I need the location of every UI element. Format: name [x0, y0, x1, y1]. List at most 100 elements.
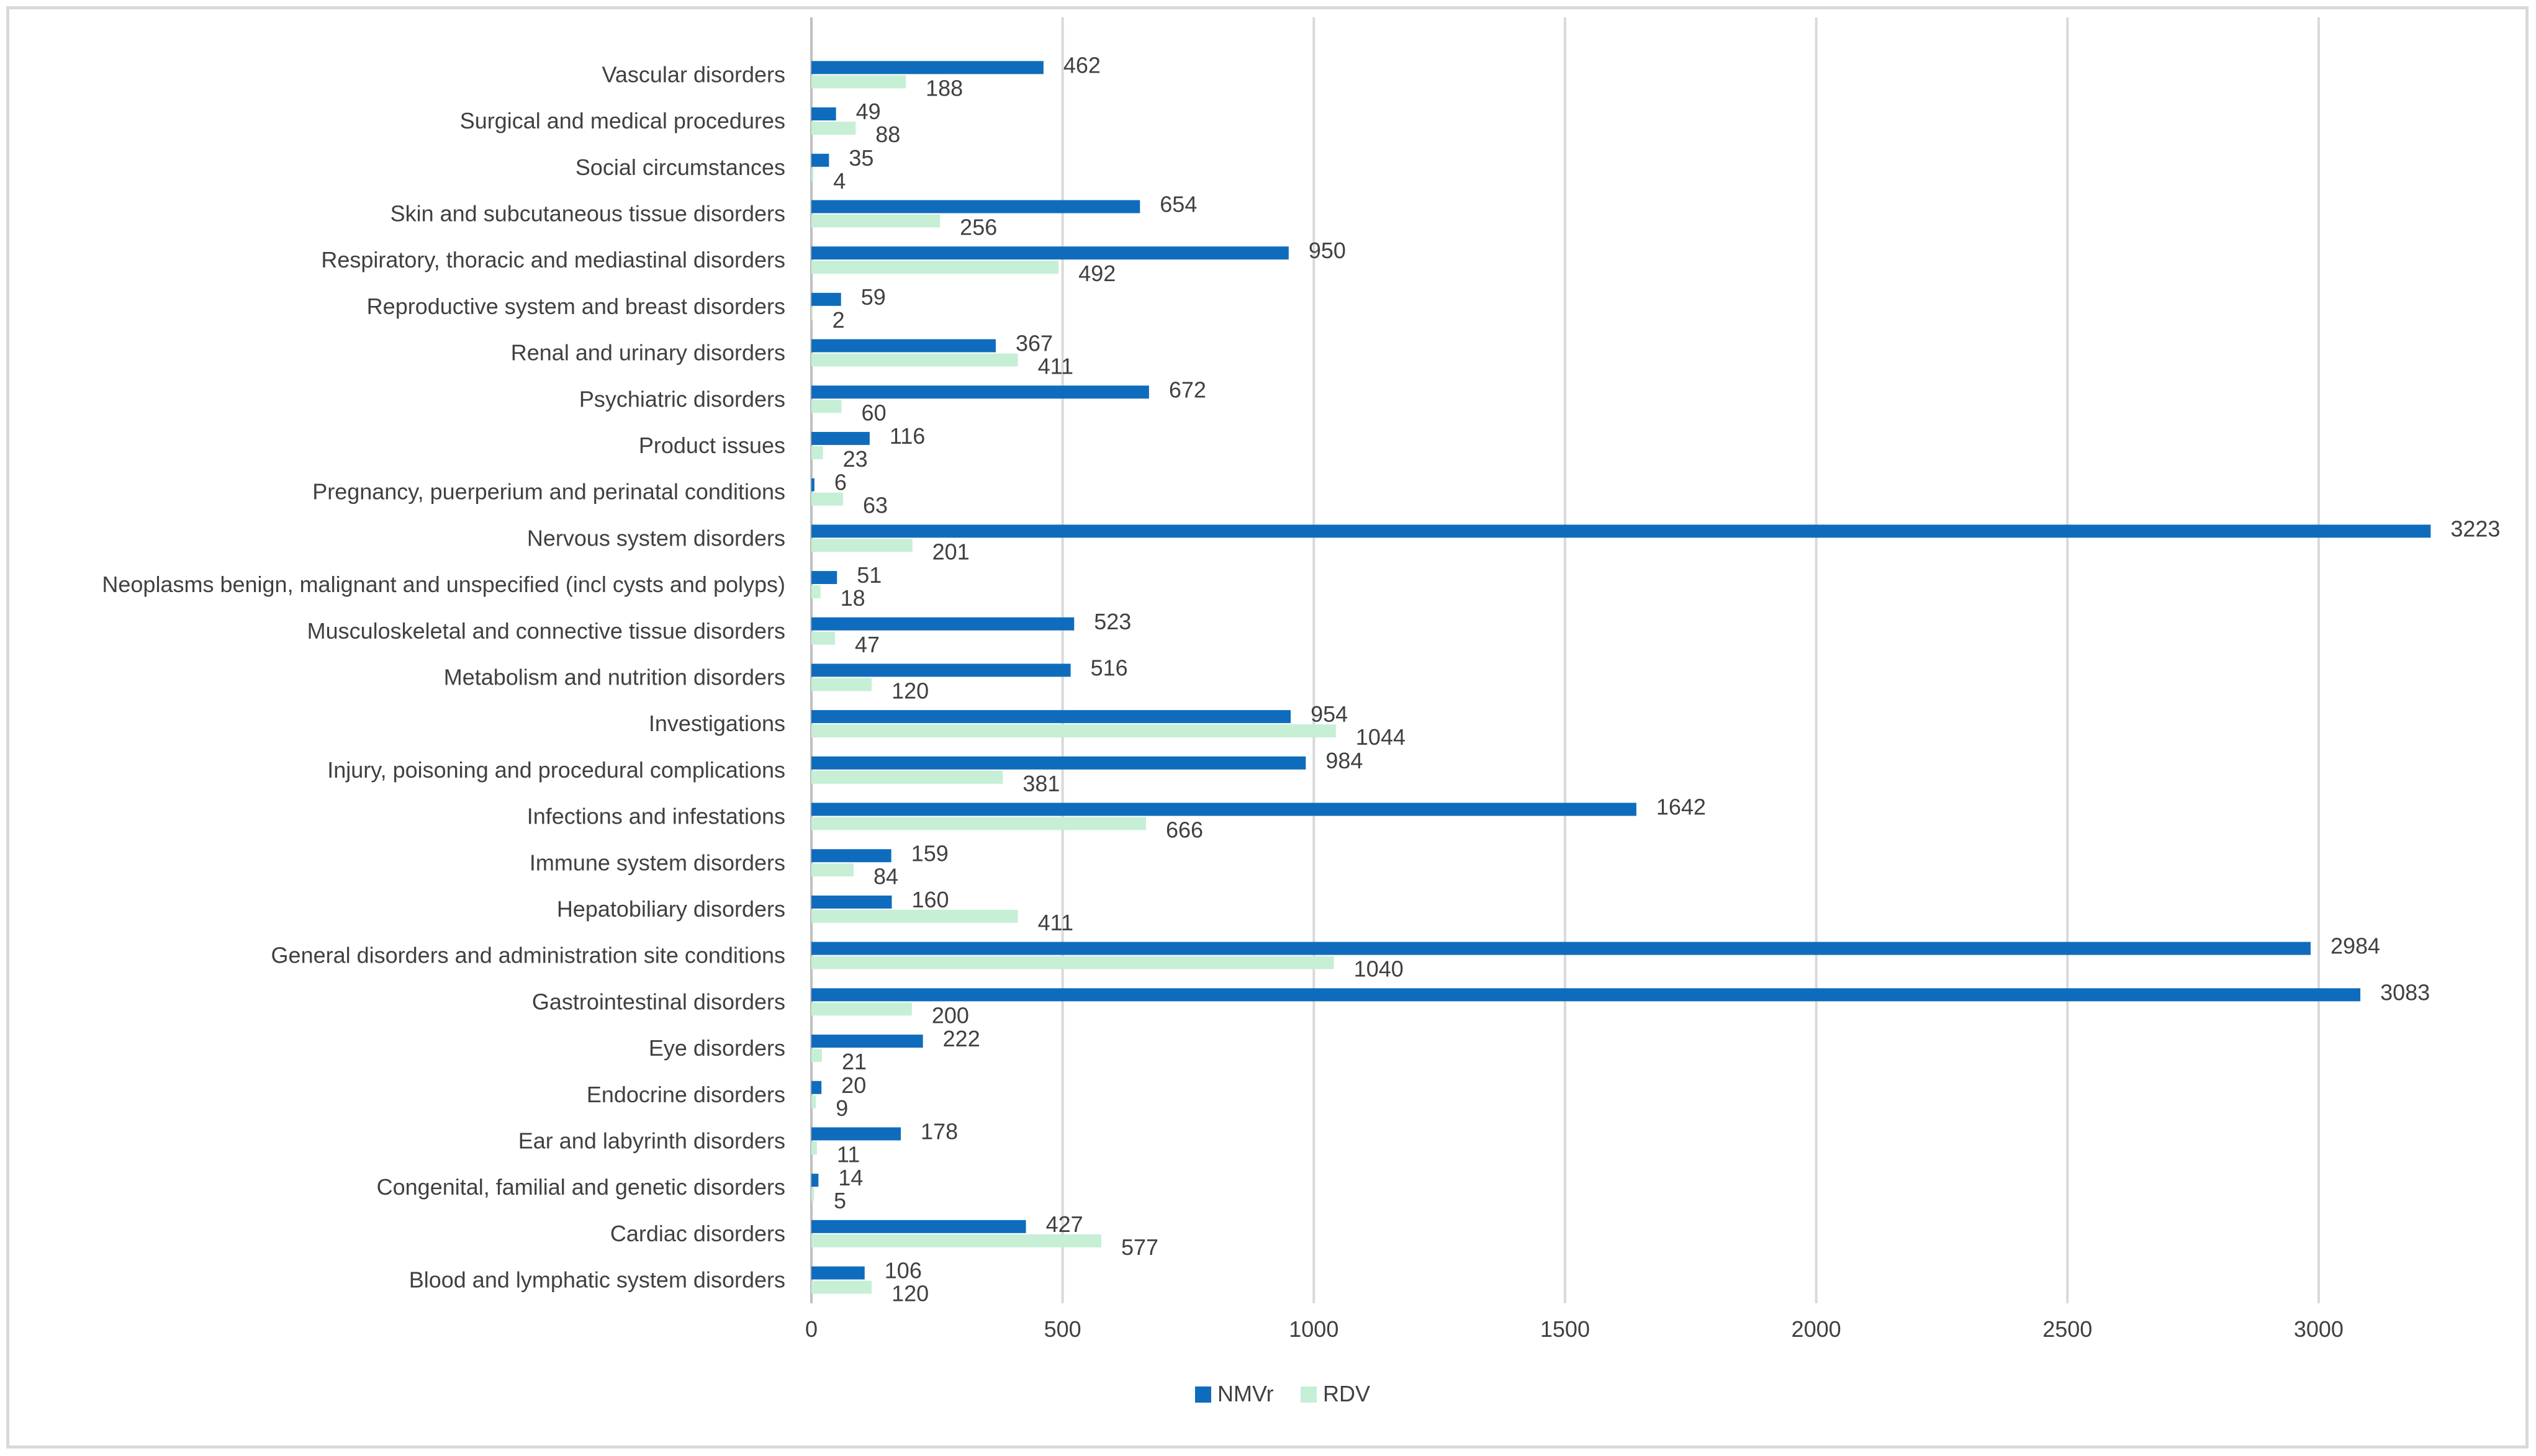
data-label-nmvr: 516: [1091, 655, 1128, 680]
data-label-nmvr: 14: [838, 1165, 863, 1190]
data-label-nmvr: 178: [921, 1118, 958, 1144]
x-tick-label: 500: [1044, 1316, 1081, 1342]
data-label-rdv: 9: [836, 1095, 848, 1121]
data-label-rdv: 47: [855, 632, 880, 657]
category-label: Pregnancy, puerperium and perinatal cond…: [312, 479, 785, 505]
bar-nmvr: [811, 802, 1636, 816]
category-label: Respiratory, thoracic and mediastinal di…: [321, 247, 785, 272]
bar-rdv: [811, 122, 856, 135]
bar-nmvr: [811, 941, 2311, 955]
bar-rdv: [811, 724, 1336, 738]
legend-label-nmvr: NMVr: [1217, 1381, 1274, 1406]
data-label-nmvr: 984: [1325, 748, 1363, 773]
data-label-rdv: 577: [1121, 1234, 1158, 1260]
category-label: General disorders and administration sit…: [271, 943, 785, 968]
category-label: Nervous system disorders: [527, 525, 785, 550]
bar-nmvr: [811, 1174, 819, 1187]
category-label: Congenital, familial and genetic disorde…: [377, 1174, 785, 1200]
bar-chart: 0 500 1000 1500 2000 2500 3000 Vascular disorde…: [102, 17, 2500, 1406]
category-label: Product issues: [639, 433, 785, 458]
category-label: Infections and infestations: [527, 804, 785, 829]
bar-rdv: [811, 817, 1146, 830]
category-label: Metabolism and nutrition disorders: [444, 664, 785, 690]
category-label: Vascular disorders: [602, 61, 785, 87]
data-label-rdv: 120: [891, 678, 929, 703]
data-label-nmvr: 49: [856, 99, 881, 124]
data-label-nmvr: 462: [1063, 52, 1101, 78]
x-tick-label: 2000: [1792, 1316, 1841, 1342]
bar-nmvr: [811, 617, 1075, 631]
category-label: Immune system disorders: [530, 850, 785, 875]
bar-rdv: [811, 956, 1334, 969]
bar-rdv: [811, 863, 854, 877]
data-label-nmvr: 2984: [2331, 933, 2380, 959]
data-label-nmvr: 51: [857, 562, 882, 588]
data-label-nmvr: 427: [1046, 1211, 1083, 1237]
data-label-rdv: 4: [833, 168, 846, 194]
bar-rdv: [811, 1234, 1101, 1247]
data-label-rdv: 188: [926, 75, 963, 101]
data-label-rdv: 5: [834, 1188, 846, 1213]
bar-nmvr: [811, 524, 2431, 538]
category-label: Investigations: [649, 711, 785, 736]
bar-nmvr: [811, 1220, 1026, 1233]
bar-rdv: [811, 678, 872, 691]
data-label-nmvr: 59: [861, 284, 886, 310]
bar-nmvr: [811, 431, 870, 445]
gridlines: 0 500 1000 1500 2000 2500 3000: [805, 17, 2344, 1342]
bar-rdv: [811, 400, 842, 413]
x-tick-label: 0: [805, 1316, 818, 1342]
bar-nmvr: [811, 663, 1071, 677]
bar-nmvr: [811, 895, 892, 909]
data-label-rdv: 201: [932, 539, 970, 564]
bar-nmvr: [811, 107, 836, 121]
category-label: Gastrointestinal disorders: [532, 989, 785, 1014]
bar-nmvr: [811, 478, 814, 492]
bar-nmvr: [811, 756, 1306, 770]
category-label: Eye disorders: [649, 1035, 785, 1061]
data-label-rdv: 411: [1038, 354, 1073, 379]
bar-nmvr: [811, 1266, 865, 1280]
data-label-rdv: 256: [960, 214, 997, 240]
data-label-rdv: 60: [862, 400, 887, 425]
bar-nmvr: [811, 1081, 822, 1094]
bar-rdv: [811, 1095, 816, 1108]
data-label-nmvr: 20: [841, 1072, 866, 1098]
bar-rdv: [811, 1141, 817, 1155]
data-label-nmvr: 6: [834, 470, 847, 495]
data-label-nmvr: 116: [890, 423, 925, 449]
category-label: Renal and urinary disorders: [511, 340, 785, 366]
bar-rdv: [811, 353, 1018, 367]
x-tick-label: 1500: [1540, 1316, 1590, 1342]
data-label-nmvr: 106: [885, 1258, 922, 1283]
legend-swatch-rdv: [1301, 1386, 1317, 1403]
data-label-nmvr: 222: [943, 1026, 980, 1051]
data-label-nmvr: 523: [1094, 609, 1131, 634]
data-label-rdv: 2: [833, 307, 845, 333]
bar-nmvr: [811, 1035, 923, 1048]
data-label-rdv: 666: [1166, 817, 1203, 843]
data-label-rdv: 492: [1078, 261, 1116, 286]
data-label-rdv: 11: [837, 1141, 860, 1167]
x-tick-label: 1000: [1289, 1316, 1338, 1342]
data-label-nmvr: 654: [1160, 191, 1197, 217]
data-label-rdv: 21: [842, 1049, 867, 1074]
category-label: Endocrine disorders: [587, 1082, 785, 1107]
bar-nmvr: [811, 61, 1044, 74]
category-label: Skin and subcutaneous tissue disorders: [390, 200, 785, 226]
bar-rdv: [811, 492, 843, 506]
bar-rdv: [811, 585, 821, 599]
legend: NMVr RDV: [1195, 1381, 1370, 1406]
bar-nmvr: [811, 849, 891, 863]
category-label: Reproductive system and breast disorders: [367, 294, 785, 319]
bar-rdv: [811, 631, 836, 645]
bar-rdv: [811, 909, 1018, 923]
data-label-rdv: 84: [873, 863, 898, 889]
data-label-nmvr: 367: [1016, 331, 1053, 356]
bar-nmvr: [811, 200, 1140, 213]
bar-rdv: [811, 1188, 814, 1202]
category-label: Musculoskeletal and connective tissue di…: [307, 618, 785, 644]
bar-nmvr: [811, 153, 829, 167]
category-label: Psychiatric disorders: [579, 386, 785, 411]
